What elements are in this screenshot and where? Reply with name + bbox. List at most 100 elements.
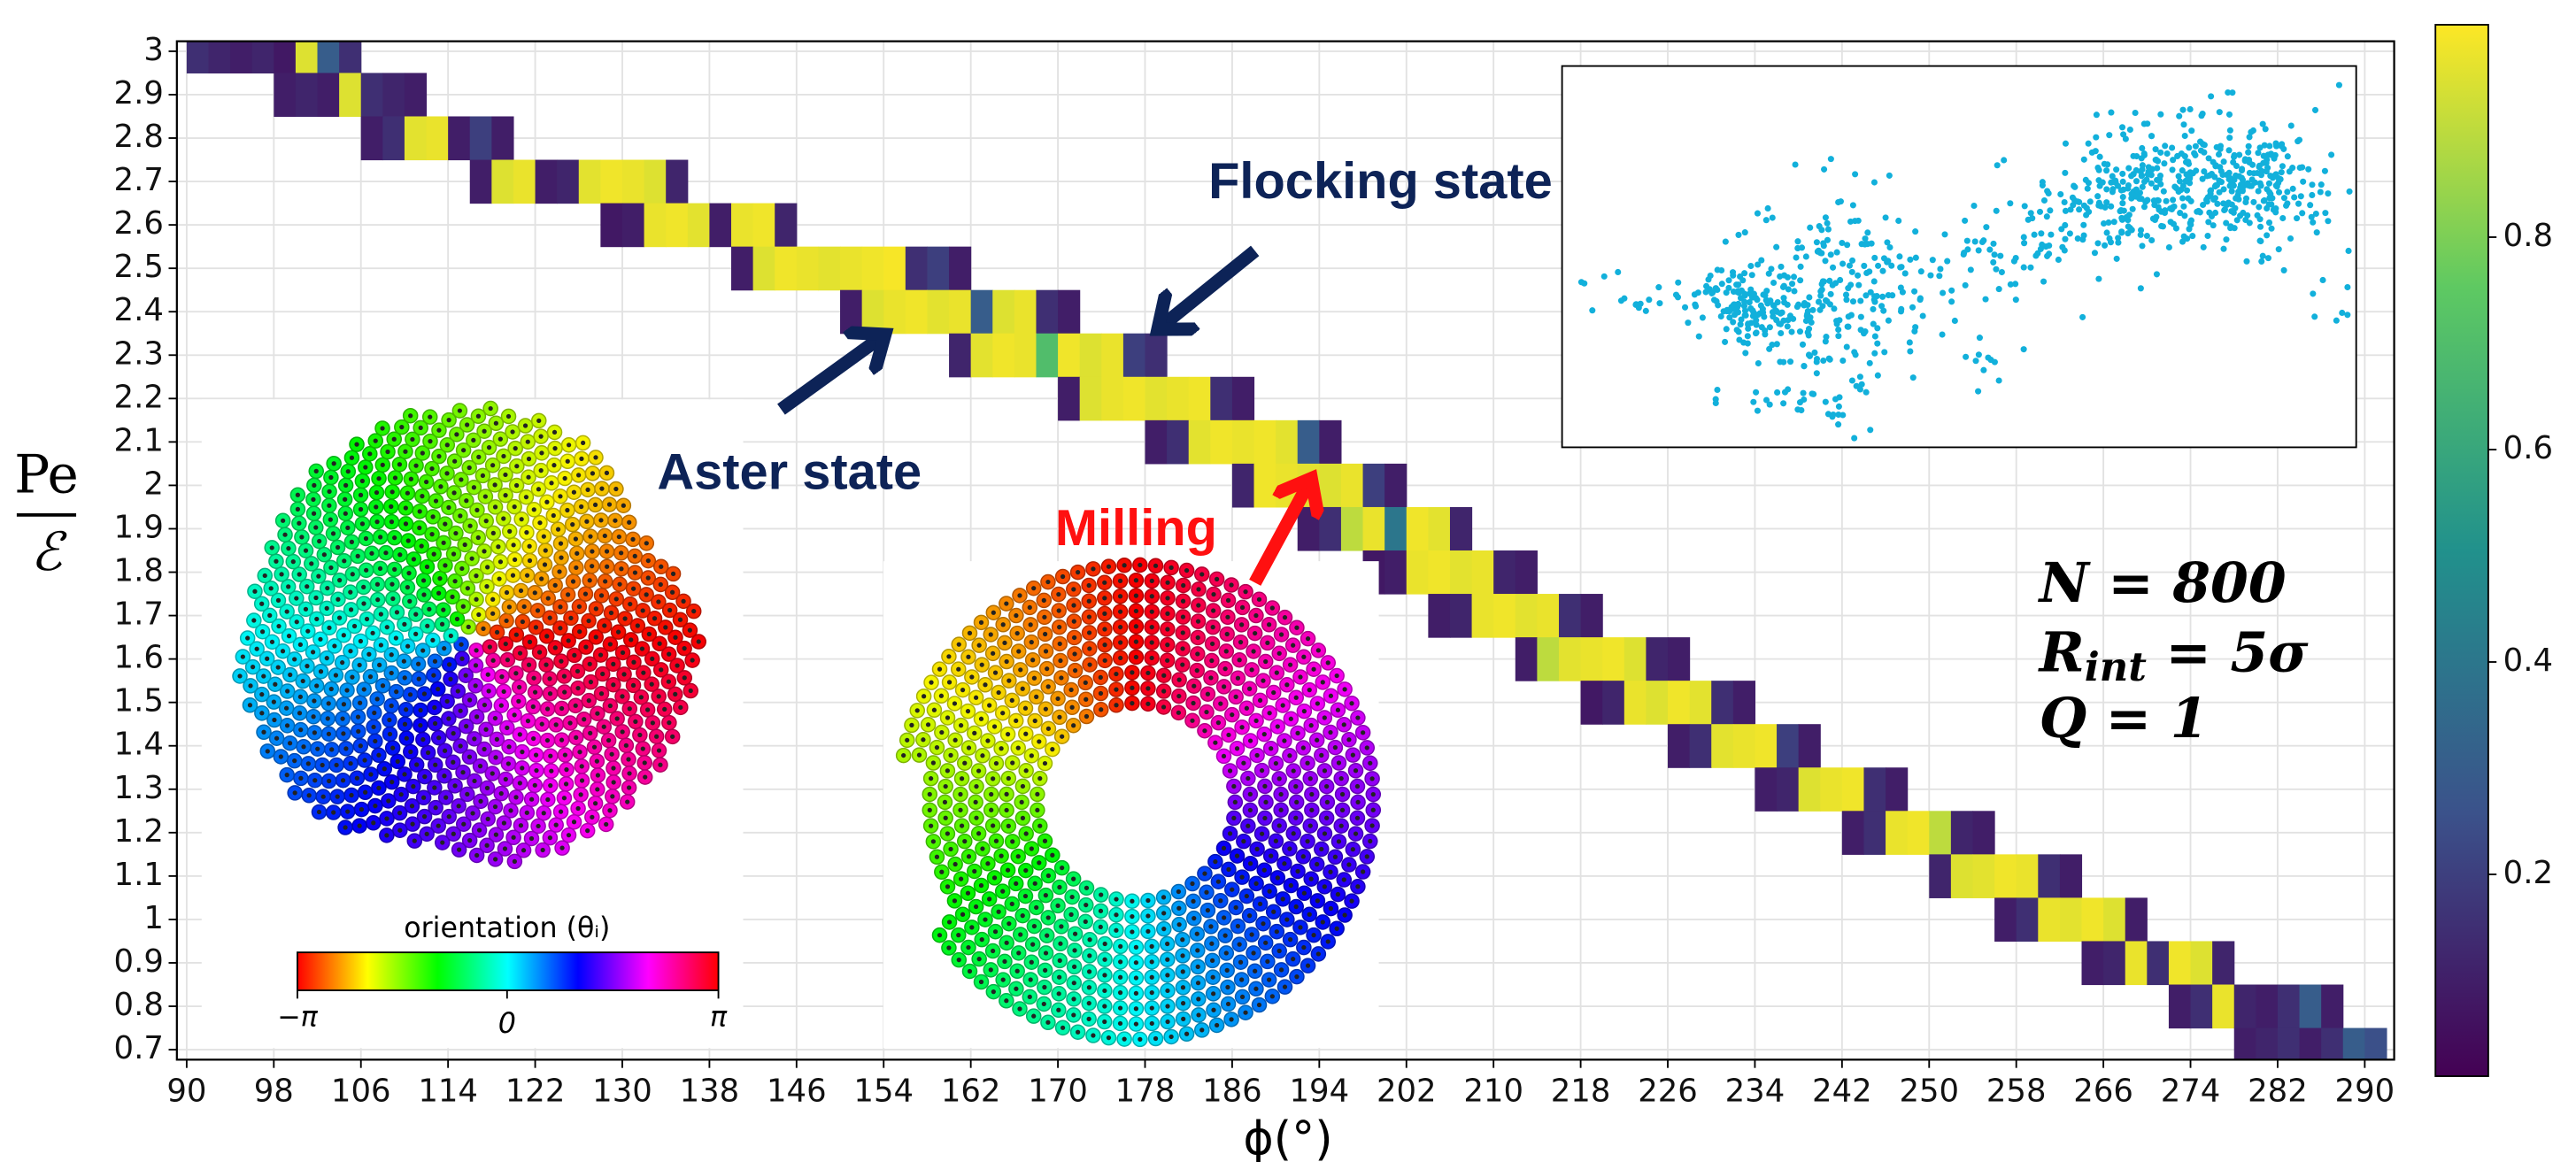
particle-core xyxy=(654,734,659,739)
particle-core xyxy=(1072,635,1077,641)
particle-core xyxy=(1249,667,1254,673)
particle-core xyxy=(557,569,562,574)
inset-point xyxy=(1736,336,1743,343)
particle-core xyxy=(483,518,489,524)
particle-core xyxy=(384,816,389,821)
particle-core xyxy=(405,585,410,590)
particle-core xyxy=(548,783,553,789)
y-tick-label: 0.8 xyxy=(114,987,164,1023)
inset-point xyxy=(2148,180,2155,187)
inset-point xyxy=(2264,186,2271,193)
particle-core xyxy=(432,720,438,727)
particle-core xyxy=(370,630,375,635)
particle-core xyxy=(389,489,395,495)
particle-core xyxy=(326,731,332,736)
heatmap-cell xyxy=(1058,333,1081,378)
particle-core xyxy=(1271,909,1276,914)
particle-core xyxy=(335,596,341,602)
inset-point xyxy=(1866,359,1873,366)
heatmap-cell xyxy=(840,289,863,335)
particle-core xyxy=(1215,576,1220,582)
inset-point xyxy=(2128,173,2135,180)
inset-point xyxy=(1886,172,1893,179)
particle-core xyxy=(552,645,558,650)
heatmap-cell xyxy=(1798,767,1821,812)
particle-core xyxy=(1176,693,1182,699)
inset-point xyxy=(1723,289,1730,296)
inset-point xyxy=(1703,282,1710,289)
inset-point xyxy=(1714,386,1721,394)
inset-point xyxy=(1936,273,1943,280)
particle-core xyxy=(411,557,417,562)
particle-core xyxy=(549,768,554,773)
inset-point xyxy=(2031,231,2038,238)
particle-core xyxy=(436,687,441,692)
inset-point xyxy=(1732,307,1739,314)
heatmap-cell xyxy=(1886,811,1909,855)
particle-core xyxy=(1037,739,1042,744)
particle-core xyxy=(939,869,945,874)
particle-core xyxy=(517,684,522,690)
heatmap-cell xyxy=(2103,941,2126,986)
inset-point xyxy=(2280,266,2287,273)
particle-core xyxy=(927,791,932,797)
particle-core xyxy=(1102,957,1107,962)
particle-core xyxy=(1208,924,1214,929)
inset-point xyxy=(1655,284,1662,291)
particle-core xyxy=(1057,974,1062,980)
inset-point xyxy=(1749,307,1756,314)
particle-core xyxy=(1149,1020,1154,1027)
inset-point xyxy=(1819,278,1826,285)
particle-core xyxy=(991,823,996,828)
particle-core xyxy=(312,698,317,704)
inset-point xyxy=(2118,124,2126,131)
particle-core xyxy=(1315,861,1320,867)
inset-point xyxy=(2154,196,2161,204)
particle-core xyxy=(992,929,999,935)
particle-core xyxy=(1028,977,1033,982)
heatmap-cell xyxy=(1384,550,1408,595)
x-tick-label: 210 xyxy=(1463,1074,1523,1110)
particle-core xyxy=(690,658,695,663)
particle-core xyxy=(340,716,345,721)
particle-core xyxy=(1229,1017,1234,1022)
inset-point xyxy=(1796,399,1804,406)
particle-core xyxy=(590,549,595,554)
inset-point xyxy=(1642,307,1649,314)
particle-core xyxy=(1020,815,1026,821)
particle-core xyxy=(1180,662,1185,667)
particle-core xyxy=(471,485,477,490)
particle-core xyxy=(349,455,355,460)
particle-core xyxy=(985,738,991,743)
inset-point xyxy=(2113,255,2120,262)
inset-point xyxy=(2183,171,2190,178)
inset-point xyxy=(1855,281,1863,289)
particle-core xyxy=(274,558,279,564)
heatmap-cell xyxy=(883,246,906,291)
particle-core xyxy=(424,564,430,570)
particle-core xyxy=(1226,732,1231,738)
inset-point xyxy=(2211,183,2218,190)
particle-core xyxy=(482,428,487,434)
particle-core xyxy=(389,519,395,525)
particle-core xyxy=(1287,846,1292,851)
inset-point xyxy=(1868,240,1875,247)
inset-point xyxy=(1982,296,1989,303)
heatmap-cell xyxy=(1471,550,1494,595)
particle-core xyxy=(590,814,595,820)
inset-point xyxy=(1753,329,1760,336)
inset-point xyxy=(2328,151,2335,158)
particle-core xyxy=(1301,944,1307,950)
particle-core xyxy=(1161,673,1167,678)
inset-point xyxy=(2062,140,2070,147)
colorbar-tick-label: 0.4 xyxy=(2503,643,2553,679)
particle-core xyxy=(637,732,643,738)
particle-core xyxy=(294,596,299,601)
heatmap-cell xyxy=(1406,506,1429,551)
particle-core xyxy=(523,495,529,500)
inset-point xyxy=(2181,153,2188,160)
particle-core xyxy=(1071,981,1076,986)
particle-core xyxy=(605,564,610,569)
particle-core xyxy=(966,654,971,659)
inset-point xyxy=(2175,173,2182,180)
